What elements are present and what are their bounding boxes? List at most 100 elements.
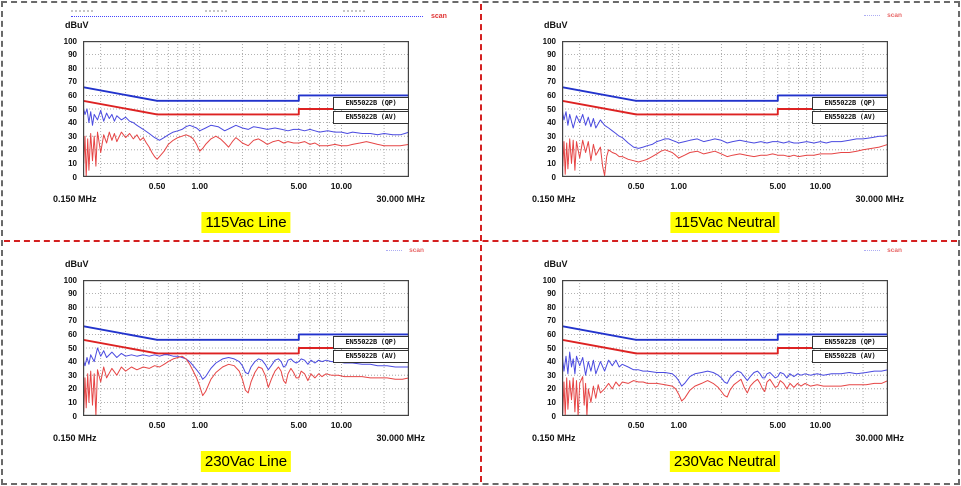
y-tick-label: 40	[68, 118, 77, 128]
y-tick-label: 60	[547, 90, 556, 100]
x-axis-end-label: 30.000 MHz	[376, 194, 425, 204]
x-tick-label: 10.00	[330, 420, 353, 430]
limit-line-qp	[562, 325, 888, 341]
y-tick-label: 40	[68, 357, 77, 367]
y-tick-label: 0	[72, 172, 77, 182]
y-tick-label: 0	[551, 172, 556, 182]
legend-en55022b-av: EN55022B (AV)	[812, 110, 888, 124]
chart-panel-115vac-neutral: scan dBuV EN55022B (QP) EN55022B (AV) 115…	[482, 3, 958, 240]
y-tick-label: 90	[547, 289, 556, 299]
legend-en55022b-qp: EN55022B (QP)	[333, 96, 409, 110]
scan-trace-dotted-line	[386, 250, 402, 251]
chart-panel-230vac-line: scan dBuV EN55022B (QP) EN55022B (AV) 230…	[3, 242, 480, 483]
scan-trace-av	[83, 355, 409, 416]
x-tick-label: 1.00	[670, 181, 687, 191]
y-tick-label: 30	[68, 370, 77, 380]
x-tick-label: 0.50	[148, 181, 166, 191]
y-tick-label: 60	[547, 329, 556, 339]
y-tick-label: 30	[68, 131, 77, 141]
y-tick-label: 20	[68, 145, 77, 155]
y-tick-label: 90	[547, 50, 556, 60]
scan-trace-av	[562, 376, 888, 416]
x-axis-end-label: 30.000 MHz	[855, 194, 904, 204]
scan-trace-av	[83, 127, 409, 177]
y-axis-unit-label: dBuV	[65, 259, 89, 269]
x-tick-label: 1.00	[670, 420, 687, 430]
y-axis-unit-label: dBuV	[65, 20, 89, 30]
x-tick-label: 5.00	[290, 420, 308, 430]
legend-en55022b-qp: EN55022B (QP)	[333, 335, 409, 349]
y-tick-label: 0	[551, 411, 556, 421]
limit-line-qp	[562, 86, 888, 102]
y-tick-label: 10	[68, 158, 77, 168]
y-tick-label: 90	[68, 289, 77, 299]
scan-trace-dotted-line	[864, 15, 880, 16]
x-tick-label: 1.00	[191, 181, 208, 191]
x-tick-label: 10.00	[809, 181, 832, 191]
y-tick-label: 50	[68, 343, 77, 353]
x-axis-start-label: 0.150 MHz	[53, 194, 97, 204]
plot-area: EN55022B (QP) EN55022B (AV)	[562, 41, 888, 177]
ghost-artifact	[205, 10, 227, 12]
chart-caption: 115Vac Neutral	[670, 212, 780, 233]
y-tick-label: 70	[547, 316, 556, 326]
x-tick-label: 1.00	[191, 420, 208, 430]
plot-canvas	[83, 280, 409, 416]
x-tick-label: 0.50	[627, 181, 645, 191]
scan-legend-label: scan	[887, 12, 902, 19]
y-tick-label: 100	[542, 36, 556, 46]
y-tick-label: 80	[547, 63, 556, 73]
scan-trace-qp	[562, 108, 888, 149]
chart-caption: 230Vac Neutral	[669, 451, 781, 472]
quadrant-divider-vertical	[480, 4, 482, 482]
x-tick-label: 5.00	[290, 181, 308, 191]
chart-caption: 115Vac Line	[201, 212, 291, 233]
x-tick-label: 5.00	[769, 181, 787, 191]
scan-trace-qp	[562, 351, 888, 387]
y-tick-label: 10	[547, 158, 556, 168]
scan-trace-dotted-line	[864, 250, 880, 251]
scan-legend-label: scan	[431, 13, 447, 20]
y-tick-label: 70	[68, 77, 77, 87]
x-tick-label: 10.00	[330, 181, 353, 191]
plot-area: EN55022B (QP) EN55022B (AV)	[83, 41, 409, 177]
y-tick-label: 40	[547, 118, 556, 128]
y-tick-label: 10	[68, 397, 77, 407]
ghost-artifact	[71, 10, 93, 12]
legend-en55022b-av: EN55022B (AV)	[812, 349, 888, 363]
legend-en55022b-av: EN55022B (AV)	[333, 110, 409, 124]
x-axis-start-label: 0.150 MHz	[532, 194, 576, 204]
y-tick-label: 80	[68, 63, 77, 73]
scan-trace-qp	[83, 347, 409, 380]
y-tick-label: 60	[68, 329, 77, 339]
scan-legend-label: scan	[887, 247, 902, 254]
scan-trace-qp	[83, 106, 409, 141]
y-axis-unit-label: dBuV	[544, 259, 568, 269]
limit-line-qp	[83, 325, 409, 341]
y-tick-label: 80	[547, 302, 556, 312]
y-tick-label: 20	[547, 384, 556, 394]
chart-panel-115vac-line: scan dBuV EN55022B (QP) EN55022B (AV) 115…	[3, 3, 480, 240]
y-tick-label: 60	[68, 90, 77, 100]
scan-legend-label: scan	[409, 247, 424, 254]
legend-en55022b-av: EN55022B (AV)	[333, 349, 409, 363]
y-tick-label: 100	[63, 275, 77, 285]
y-tick-label: 10	[547, 397, 556, 407]
y-tick-label: 20	[68, 384, 77, 394]
plot-area: EN55022B (QP) EN55022B (AV)	[83, 280, 409, 416]
y-axis-unit-label: dBuV	[544, 20, 568, 30]
y-tick-label: 90	[68, 50, 77, 60]
legend-en55022b-qp: EN55022B (QP)	[812, 96, 888, 110]
x-tick-label: 0.50	[627, 420, 645, 430]
y-tick-label: 70	[547, 77, 556, 87]
x-axis-start-label: 0.150 MHz	[53, 433, 97, 443]
x-tick-label: 0.50	[148, 420, 166, 430]
scan-trace-av	[562, 133, 888, 177]
chart-caption: 230Vac Line	[200, 451, 292, 472]
x-axis-start-label: 0.150 MHz	[532, 433, 576, 443]
x-tick-label: 10.00	[809, 420, 832, 430]
x-tick-label: 5.00	[769, 420, 787, 430]
plot-canvas	[83, 41, 409, 177]
y-tick-label: 20	[547, 145, 556, 155]
y-tick-label: 100	[542, 275, 556, 285]
